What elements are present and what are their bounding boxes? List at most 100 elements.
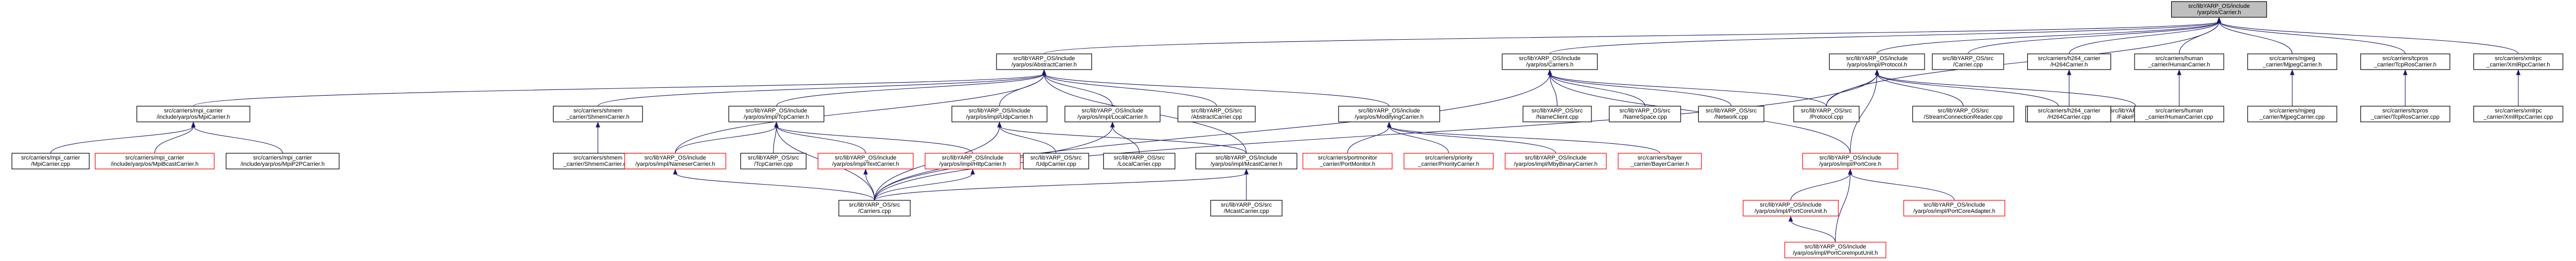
node-portcoreunit-h[interactable]: src/libYARP_OS/include/yarp/os/impl/Port… — [1742, 200, 1839, 217]
node-tcpcarrier-h[interactable]: src/libYARP_OS/include/yarp/os/impl/TcpC… — [728, 106, 824, 122]
node-tcprosc-cpp[interactable]: src/carriers/tcpros_carrier/TcpRosCarrie… — [2360, 106, 2450, 122]
node-udpcarrier-cpp[interactable]: src/libYARP_OS/src/UdpCarrier.cpp — [1023, 153, 1089, 169]
node-mbynary-h[interactable]: src/libYARP_OS/include/yarp/os/impl/MbyB… — [1505, 153, 1607, 169]
node-network-cpp[interactable]: src/libYARP_OS/src/Network.cpp — [1698, 106, 1764, 122]
node-h264carrier-cpp[interactable]: src/carriers/h264_carrier/H264Carrier.cp… — [2027, 106, 2111, 122]
edge-line — [1876, 73, 2136, 107]
edge-humancarrier_h-to-humancarrier_cpp — [2177, 69, 2182, 106]
edge-line — [193, 73, 1045, 107]
edge-line — [776, 73, 1045, 107]
node-humancarrier-h[interactable]: src/carriers/human_carrier/HumanCarrier.… — [2134, 53, 2225, 70]
edge-line — [776, 126, 973, 154]
node-label-line: src/carriers/human — [2155, 108, 2203, 114]
node-mpicarrier-cpp[interactable]: src/carriers/mpi_carrier/MpiCarrier.cpp — [12, 153, 90, 169]
edge-line — [1835, 173, 1851, 243]
node-label-line: src/carriers/mpi_carrier — [164, 108, 223, 114]
edge-abstractcarrier_h-to-shmemcarrier_h — [598, 69, 1046, 107]
node-namespace-cpp[interactable]: src/libYARP_OS/src/NameSpace.cpp — [1609, 106, 1681, 122]
node-box — [817, 153, 914, 169]
node-mcastcarrier-cpp[interactable]: src/libYARP_OS/src/McastCarrier.cpp — [1210, 200, 1283, 217]
node-portcore-h[interactable]: src/libYARP_OS/include/yarp/os/impl/Port… — [1802, 153, 1898, 169]
node-localcarrier-h[interactable]: src/libYARP_OS/include/yarp/os/impl/Loca… — [1064, 106, 1160, 122]
edge-line — [1876, 73, 1964, 107]
edge-line — [874, 173, 973, 201]
node-modifyingcarrier-h[interactable]: src/libYARP_OS/include/yarp/os/Modifying… — [1338, 106, 1440, 122]
node-box — [1177, 106, 1256, 122]
node-protocol-cpp[interactable]: src/libYARP_OS/src/Protocol.cpp — [1793, 106, 1860, 122]
node-mjpegcarrier-cpp[interactable]: src/carriers/mjpeg_carrier/MjpegCarrier.… — [2247, 106, 2337, 122]
node-carriers-h[interactable]: src/libYARP_OS/include/yarp/os/Carriers.… — [1501, 53, 1598, 70]
node-carriers-cpp[interactable]: src/libYARP_OS/src/Carriers.cpp — [838, 200, 911, 217]
node-localcarrier-cpp[interactable]: src/libYARP_OS/src/LocalCarrier.cpp — [1103, 153, 1176, 169]
edge-line — [1967, 21, 2219, 54]
node-namesercarrier-h[interactable]: src/libYARP_OS/include/yarp/os/impl/Name… — [624, 153, 726, 169]
node-label-line: src/libYARP_OS/src — [1942, 55, 1994, 62]
node-mcastcarrier-h[interactable]: src/libYARP_OS/include/yarp/os/impl/Mcas… — [1195, 153, 1298, 169]
node-mpicarrier-h[interactable]: src/carriers/mpi_carrier/include/yarp/os… — [136, 106, 250, 122]
node-label-line: /yarp/os/impl/LocalCarrier.h — [1077, 114, 1147, 120]
node-label-line: /AbstractCarrier.cpp — [1191, 114, 1242, 120]
node-textcarrier-h[interactable]: src/libYARP_OS/include/yarp/os/impl/Text… — [817, 153, 914, 169]
node-box — [2027, 106, 2111, 122]
edge-shmemcarrier_h-to-shmemcarrier_cpp — [595, 121, 600, 153]
edge-line — [1826, 73, 1877, 107]
edge-carriers_h-to-protocol_cpp — [1547, 69, 1827, 107]
node-box — [1210, 200, 1283, 217]
edge-arrowhead — [863, 168, 868, 175]
node-box — [1742, 200, 1839, 217]
edge-portcoreunit_h-to-portcoreinputunit_h — [1788, 215, 1836, 243]
edge-arrowhead — [2066, 69, 2072, 75]
node-xmlrpc-cpp[interactable]: src/carriers/xmlrpc_carrier/XmlRpcCarrie… — [2473, 106, 2563, 122]
node-label-line: src/libYARP_OS/include — [1819, 155, 1881, 161]
edge-line — [675, 126, 777, 154]
node-portcoreadapter-h[interactable]: src/libYARP_OS/include/yarp/os/impl/Port… — [1903, 200, 2006, 217]
node-box — [1784, 242, 1886, 258]
node-protocol-h[interactable]: src/libYARP_OS/include/yarp/os/impl/Prot… — [1829, 53, 1925, 70]
edge-protocol_h-to-protocol_cpp — [1826, 69, 1880, 107]
edge-line — [598, 73, 1045, 107]
edge-h264carrier_h-to-h264carrier_cpp — [2066, 69, 2072, 106]
edge-portcore_h-to-portcoreadapter_h — [1848, 168, 1955, 201]
node-udpcarrier-h[interactable]: src/libYARP_OS/include/yarp/os/impl/UdpC… — [952, 106, 1048, 122]
edge-tcpcarrier_h-to-httpcarrier_h — [774, 121, 973, 154]
node-bayer-h[interactable]: src/carriers/bayer_carrier/BayerCarrier.… — [1618, 153, 1702, 169]
edge-arrowhead — [2290, 69, 2295, 75]
node-box — [1829, 53, 1925, 70]
node-shmemcarrier-h[interactable]: src/carriers/shmem_carrier/ShmemCarrier.… — [552, 106, 643, 122]
node-label-line: /yarp/os/impl/PortCoreUnit.h — [1754, 208, 1827, 214]
node-streamconn-cpp[interactable]: src/libYARP_OS/src/StreamConnectionReade… — [1912, 106, 2015, 122]
node-label-line: src/libYARP_OS/include — [835, 155, 897, 161]
node-label-line: /TcpCarrier.cpp — [754, 161, 793, 167]
node-label-line: src/libYARP_OS/include — [1013, 55, 1075, 62]
node-humancarrier-cpp[interactable]: src/carriers/human_carrier/HumanCarrier.… — [2134, 106, 2225, 122]
node-tcpcarrier-cpp[interactable]: src/libYARP_OS/src/TcpCarrier.cpp — [740, 153, 806, 169]
node-abstractcarrier-h[interactable]: src/libYARP_OS/include/yarp/os/AbstractC… — [996, 53, 1092, 70]
node-tcprosc-h[interactable]: src/carriers/tcpros_carrier/TcpRosCarrie… — [2360, 53, 2450, 70]
node-xmlrpc-h[interactable]: src/carriers/xmlrpc_carrier/XmlRpcCarrie… — [2473, 53, 2563, 70]
edge-line — [999, 126, 1056, 154]
edge-arrowhead — [1547, 69, 1552, 75]
node-label-line: src/carriers/priority — [1425, 155, 1473, 161]
node-priority-h[interactable]: src/carriers/priority_carrier/PriorityCa… — [1403, 153, 1494, 169]
node-mpip2p-h[interactable]: src/carriers/mpi_carrier/include/yarp/os… — [226, 153, 340, 169]
edge-line — [1044, 73, 1113, 107]
edge-line — [675, 73, 1045, 154]
node-box — [996, 53, 1092, 70]
node-abstractcarrier-cpp[interactable]: src/libYARP_OS/src/AbstractCarrier.cpp — [1177, 106, 1256, 122]
node-carrier-cpp[interactable]: src/libYARP_OS/src/Carrier.cpp — [1932, 53, 2004, 70]
node-portmonitor-h[interactable]: src/carriers/portmonitor_carrier/PortMon… — [1302, 153, 1392, 169]
node-portcoreinputunit-h[interactable]: src/libYARP_OS/include/yarp/os/impl/Port… — [1784, 242, 1886, 258]
edge-arrowhead — [1848, 168, 1853, 175]
edge-line — [1850, 73, 1877, 154]
node-mpibcast-h[interactable]: src/carriers/mpi_carrier/include/yarp/os… — [95, 153, 215, 169]
edge-line — [1876, 73, 2059, 107]
node-httpcarrier-h[interactable]: src/libYARP_OS/include/yarp/os/impl/Http… — [924, 153, 1021, 169]
node-label-line: /H264Carrier.cpp — [2048, 114, 2091, 120]
node-h264carrier-h[interactable]: src/carriers/h264_carrier/H264Carrier.h — [2027, 53, 2111, 70]
node-box — [2171, 1, 2267, 18]
node-nameclient-cpp[interactable]: src/libYARP_OS/src/NameClient.cpp — [1522, 106, 1592, 122]
node-label-line: src/libYARP_OS/src — [1221, 202, 1272, 208]
node-mjpegcarrier-h[interactable]: src/carriers/mjpeg_carrier/MjpegCarrier.… — [2247, 53, 2337, 70]
node-box — [552, 106, 643, 122]
edge-line — [2218, 21, 2293, 54]
